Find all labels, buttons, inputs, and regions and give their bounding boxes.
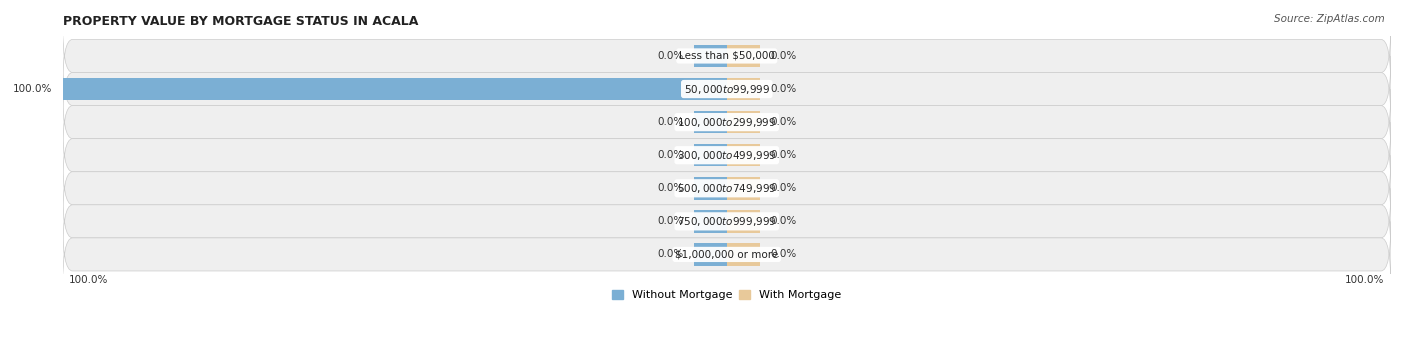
FancyBboxPatch shape — [62, 56, 1391, 122]
Legend: Without Mortgage, With Mortgage: Without Mortgage, With Mortgage — [607, 285, 846, 304]
Text: 0.0%: 0.0% — [658, 150, 683, 160]
Text: $300,000 to $499,999: $300,000 to $499,999 — [678, 149, 776, 162]
Bar — [693, 210, 727, 233]
Text: 0.0%: 0.0% — [770, 150, 796, 160]
Text: 0.0%: 0.0% — [658, 117, 683, 127]
Text: $1,000,000 or more: $1,000,000 or more — [675, 250, 779, 259]
Text: $50,000 to $99,999: $50,000 to $99,999 — [683, 83, 770, 96]
Bar — [727, 210, 761, 233]
Bar — [693, 177, 727, 200]
Bar — [727, 111, 761, 133]
Bar — [693, 243, 727, 266]
Bar — [693, 45, 727, 67]
Bar — [727, 177, 761, 200]
Text: 0.0%: 0.0% — [658, 51, 683, 61]
Bar — [727, 144, 761, 167]
Text: 0.0%: 0.0% — [770, 216, 796, 226]
Text: 0.0%: 0.0% — [770, 51, 796, 61]
Text: 0.0%: 0.0% — [770, 117, 796, 127]
FancyBboxPatch shape — [62, 188, 1391, 254]
Text: 0.0%: 0.0% — [770, 84, 796, 94]
Text: Less than $50,000: Less than $50,000 — [679, 51, 775, 61]
Text: 0.0%: 0.0% — [658, 250, 683, 259]
Text: 100.0%: 100.0% — [69, 275, 108, 285]
Bar — [727, 243, 761, 266]
Text: 0.0%: 0.0% — [658, 183, 683, 193]
FancyBboxPatch shape — [62, 221, 1391, 288]
Bar — [693, 144, 727, 167]
Text: 0.0%: 0.0% — [770, 183, 796, 193]
Bar — [727, 78, 761, 100]
Text: $750,000 to $999,999: $750,000 to $999,999 — [678, 215, 776, 228]
Text: Source: ZipAtlas.com: Source: ZipAtlas.com — [1274, 14, 1385, 23]
Bar — [693, 111, 727, 133]
Text: 0.0%: 0.0% — [658, 216, 683, 226]
Text: 0.0%: 0.0% — [770, 250, 796, 259]
Text: 100.0%: 100.0% — [13, 84, 52, 94]
FancyBboxPatch shape — [62, 122, 1391, 188]
FancyBboxPatch shape — [62, 89, 1391, 155]
Text: PROPERTY VALUE BY MORTGAGE STATUS IN ACALA: PROPERTY VALUE BY MORTGAGE STATUS IN ACA… — [62, 15, 418, 28]
Bar — [727, 45, 761, 67]
FancyBboxPatch shape — [62, 155, 1391, 221]
Text: $100,000 to $299,999: $100,000 to $299,999 — [678, 116, 776, 129]
Text: $500,000 to $749,999: $500,000 to $749,999 — [678, 182, 776, 195]
Text: 100.0%: 100.0% — [1346, 275, 1385, 285]
Bar — [62, 78, 727, 100]
FancyBboxPatch shape — [62, 23, 1391, 89]
